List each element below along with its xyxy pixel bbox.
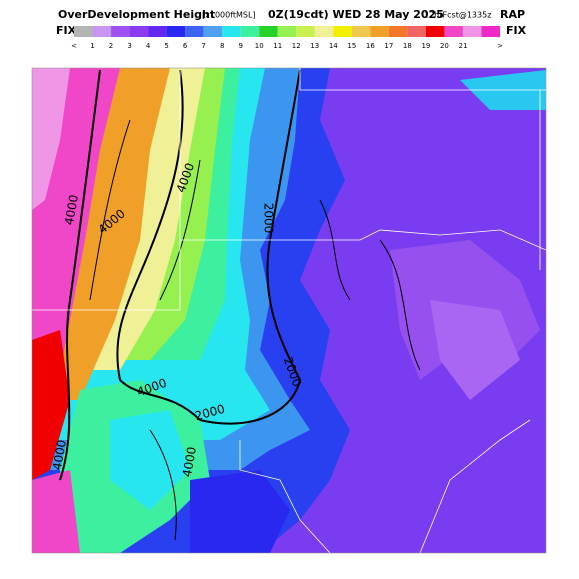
- colorbar-label: 12: [292, 42, 301, 50]
- contour-label: 2000: [262, 203, 276, 234]
- contour-label: 4000: [180, 446, 199, 479]
- colorbar-cell: [407, 26, 426, 37]
- fix-left: FIX: [56, 24, 77, 37]
- colorbar-label: 8: [220, 42, 224, 50]
- model: RAP: [500, 8, 525, 21]
- colorbar-label: 5: [164, 42, 168, 50]
- colorbar-label: 11: [273, 42, 282, 50]
- colorbar-label: 9: [238, 42, 242, 50]
- colorbar-cell: [92, 26, 112, 37]
- colorbar-cell: [444, 26, 463, 37]
- map: [31, 67, 547, 554]
- colorbar-label: 7: [201, 42, 205, 50]
- colorbar-label: 2: [109, 42, 113, 50]
- colorbar-cell: [203, 26, 223, 37]
- colorbar-cell: [111, 26, 130, 37]
- colorbar-cell: [462, 26, 482, 37]
- colorbar-cell: [259, 26, 278, 37]
- colorbar-label: 21: [458, 42, 467, 50]
- colorbar: <1 2 3 4 5 6 7 8 9 10 11 12 13 14 15 16 17 18 19 20 21 >: [71, 26, 503, 50]
- colorbar-cell: [129, 26, 149, 37]
- colorbar-cell: [148, 26, 167, 37]
- fix-right: FIX: [506, 24, 527, 37]
- colorbar-label: 3: [127, 42, 131, 50]
- colorbar-label: 19: [421, 42, 430, 50]
- title: OverDevelopment Height: [58, 8, 215, 21]
- colorbar-under: <: [71, 42, 77, 50]
- colorbar-cell: [277, 26, 297, 37]
- colorbar-label: 6: [183, 42, 188, 50]
- colorbar-label: 18: [403, 42, 412, 50]
- colorbar-cell: [425, 26, 445, 37]
- contour-label: 4000: [50, 439, 69, 472]
- colorbar-label: 16: [366, 42, 375, 50]
- colorbar-label: 4: [146, 42, 151, 50]
- colorbar-cell: [314, 26, 334, 37]
- colorbar-label: 14: [329, 42, 338, 50]
- valid-time: 0Z(19cdt) WED 28 May 2025: [268, 8, 444, 21]
- colorbar-cell: [388, 26, 408, 37]
- colorbar-label: 1: [90, 42, 94, 50]
- colorbar-label: 17: [384, 42, 393, 50]
- colorbar-cell: [185, 26, 204, 37]
- colorbar-cell: [166, 26, 186, 37]
- colorbar-cell: [74, 26, 93, 37]
- colorbar-cell: [351, 26, 371, 37]
- colorbar-over: >: [497, 42, 503, 50]
- colorbar-cell: [333, 26, 352, 37]
- colorbar-label: 10: [255, 42, 264, 50]
- colorbar-label: 13: [310, 42, 319, 50]
- colorbar-cell: [481, 26, 500, 37]
- colorbar-cell: [240, 26, 260, 37]
- contour-label: 4000: [62, 194, 81, 227]
- colorbar-cell: [222, 26, 241, 37]
- units: [x1000ftMSL]: [202, 11, 256, 20]
- colorbar-label: 15: [347, 42, 356, 50]
- colorbar-cell: [370, 26, 389, 37]
- forecast: 12hrFcst@1335z: [424, 11, 491, 20]
- colorbar-label: 20: [440, 42, 449, 50]
- colorbar-cell: [296, 26, 315, 37]
